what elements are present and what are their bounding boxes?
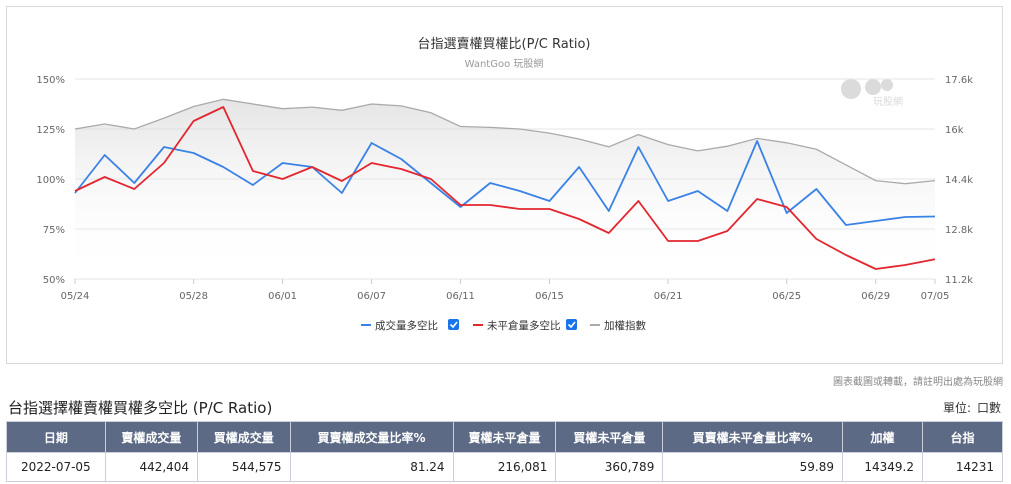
cell-tx: 14231 [921, 452, 1004, 482]
y-right-tick-label: 17.6k [945, 75, 973, 86]
cell-call-volume: 544,575 [197, 452, 291, 482]
y-right-tick-label: 14.4k [945, 175, 973, 186]
chart-panel: 台指選賣權買權比(P/C Ratio) WantGoo 玩股網 玩股網 150%… [6, 6, 1003, 364]
legend-label-oi: 未平倉量多空比 [487, 319, 561, 332]
chart-title: 台指選賣權買權比(P/C Ratio) [418, 37, 591, 52]
y-axis-left: 150% 125% 100% 75% 50% [36, 75, 65, 286]
x-tick-label: 06/01 [268, 291, 297, 302]
x-tick-label: 07/05 [921, 291, 950, 302]
cell-oi-ratio: 59.89 [662, 452, 843, 482]
pc-ratio-table: 日期 賣權成交量 買權成交量 買賣權成交量比率% 賣權未平倉量 買權未平倉量 買… [6, 421, 1004, 482]
legend-item-index[interactable]: 加權指數 [590, 319, 646, 332]
y-left-tick-label: 50% [43, 275, 65, 286]
cell-date: 2022-07-05 [6, 452, 106, 482]
x-tick-label: 06/11 [446, 291, 475, 302]
wantgoo-logo: 玩股網 [841, 79, 903, 108]
table-title: 台指選擇權賣權買權多空比 (P/C Ratio) [8, 399, 273, 417]
y-right-tick-label: 12.8k [945, 225, 973, 236]
x-tick-label: 06/29 [861, 291, 890, 302]
y-left-tick-label: 150% [36, 75, 65, 86]
y-left-tick-label: 75% [43, 225, 65, 236]
series-line-oi [74, 106, 936, 270]
x-tick-label: 06/15 [535, 291, 564, 302]
header-put-volume[interactable]: 賣權成交量 [104, 421, 199, 453]
y-right-tick-label: 11.2k [945, 275, 973, 286]
cell-call-oi: 360,789 [555, 452, 664, 482]
table-row: 2022-07-05 442,404 544,575 81.24 216,081… [6, 452, 1004, 482]
unit-value: 口數 [976, 401, 1001, 415]
y-left-tick-label: 100% [36, 175, 65, 186]
x-tick-label: 06/25 [772, 291, 801, 302]
x-tick-label: 06/21 [654, 291, 683, 302]
header-date[interactable]: 日期 [6, 421, 106, 453]
check-icon [449, 321, 458, 329]
pc-ratio-chart: 台指選賣權買權比(P/C Ratio) WantGoo 玩股網 玩股網 150%… [36, 37, 973, 332]
legend-checkbox-volume[interactable] [448, 319, 459, 330]
cell-taiex: 14349.2 [842, 452, 923, 482]
copyright-note: 圖表截圖或轉載，請註明出處為玩股網 [833, 377, 1003, 388]
legend-item-volume[interactable]: 成交量多空比 [361, 319, 459, 332]
series-line-index [74, 98, 936, 185]
x-tick-label: 05/28 [179, 291, 208, 302]
x-axis: 05/24 05/28 06/01 06/07 06/11 06/15 06/21 06/25… [61, 279, 950, 302]
x-tick-label: 05/24 [61, 291, 90, 302]
y-axis-right: 17.6k 16k 14.4k 12.8k 11.2k [945, 75, 973, 286]
check-icon [567, 321, 576, 329]
header-call-volume[interactable]: 買權成交量 [197, 421, 291, 453]
header-oi-ratio[interactable]: 買賣權未平倉量比率% [662, 421, 843, 453]
table-header-row: 日期 賣權成交量 買權成交量 買賣權成交量比率% 賣權未平倉量 買權未平倉量 買… [6, 421, 1004, 453]
legend-label-index: 加權指數 [604, 319, 646, 332]
chart-subtitle: WantGoo 玩股網 [465, 57, 544, 70]
series-line-volume [74, 140, 936, 226]
legend-item-oi[interactable]: 未平倉量多空比 [473, 319, 577, 332]
unit-label: 單位: 口數 [943, 399, 1001, 416]
header-call-oi[interactable]: 買權未平倉量 [555, 421, 664, 453]
logo-text: 玩股網 [873, 95, 903, 108]
legend: 成交量多空比 未平倉量多空比 加權指數 [361, 319, 646, 332]
cell-put-volume: 442,404 [104, 452, 199, 482]
unit-prefix: 單位: [942, 401, 971, 415]
cell-volume-ratio: 81.24 [289, 452, 454, 482]
x-tick-label: 06/07 [357, 291, 386, 302]
series-group [74, 98, 936, 279]
cell-put-oi: 216,081 [452, 452, 557, 482]
header-taiex[interactable]: 加權 [842, 421, 923, 453]
header-volume-ratio[interactable]: 買賣權成交量比率% [289, 421, 454, 453]
y-left-tick-label: 125% [36, 125, 65, 136]
index-area [75, 99, 935, 279]
legend-checkbox-oi[interactable] [566, 319, 577, 330]
header-put-oi[interactable]: 賣權未平倉量 [452, 421, 557, 453]
y-right-tick-label: 16k [945, 125, 964, 136]
header-tx[interactable]: 台指 [921, 421, 1004, 453]
legend-label-volume: 成交量多空比 [375, 319, 438, 332]
